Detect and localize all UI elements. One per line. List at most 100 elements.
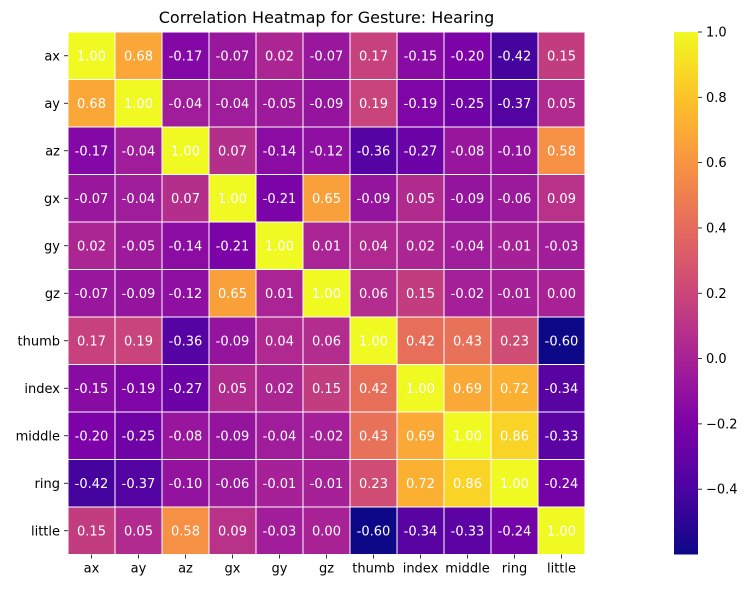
heatmap-cell (349, 174, 398, 223)
heatmap-cell (208, 316, 257, 365)
cell-value-label: -0.07 (75, 287, 109, 302)
cell-value-label: -0.04 (122, 144, 156, 159)
heatmap-cell (396, 411, 445, 460)
cell-value-label: 1.00 (77, 49, 106, 64)
cell-value-label: 0.69 (453, 382, 482, 397)
heatmap-cell (67, 79, 116, 128)
cell-value-label: 1.00 (406, 382, 435, 397)
heatmap-cell (490, 316, 539, 365)
colorbar-tick-label: 0.4 (706, 221, 727, 236)
heatmap-cell (490, 31, 539, 80)
heatmap-cell (396, 316, 445, 365)
cell-value-label: -0.10 (169, 477, 203, 492)
heatmap-cell (255, 79, 304, 128)
heatmap-cell (537, 506, 586, 555)
heatmap-cell (67, 411, 116, 460)
heatmap-cell (208, 269, 257, 318)
heatmap-cell (490, 221, 539, 270)
x-tick-label: little (547, 562, 576, 577)
cell-value-label: 0.02 (265, 49, 294, 64)
x-tick-label: ax (84, 562, 100, 577)
cell-value-label: -0.01 (498, 239, 532, 254)
cell-value-label: -0.04 (451, 239, 485, 254)
cell-value-label: -0.33 (451, 524, 485, 539)
heatmap-cell (302, 174, 351, 223)
cell-value-label: -0.09 (122, 287, 156, 302)
cell-value-label: 0.15 (312, 382, 341, 397)
heatmap-cell (443, 221, 492, 270)
cell-value-label: -0.10 (498, 144, 532, 159)
cell-value-label: -0.42 (75, 477, 109, 492)
cell-value-label: -0.09 (310, 97, 344, 112)
y-tick-label: ay (44, 97, 60, 112)
cell-value-label: -0.07 (75, 192, 109, 207)
cell-value-label: 0.17 (359, 49, 388, 64)
cell-value-label: -0.14 (169, 239, 203, 254)
cell-value-label: 0.02 (265, 382, 294, 397)
cell-value-label: -0.12 (310, 144, 344, 159)
cell-value-label: 0.06 (359, 287, 388, 302)
heatmap-cell (67, 126, 116, 175)
heatmap-cell (490, 174, 539, 223)
heatmap-cell (396, 459, 445, 508)
cell-value-label: -0.17 (75, 144, 109, 159)
x-tick-label: gz (319, 562, 334, 577)
cell-value-label: 0.68 (124, 49, 153, 64)
heatmap-cell (255, 221, 304, 270)
heatmap-cell (349, 126, 398, 175)
heatmap-cell (302, 316, 351, 365)
cell-value-label: -0.20 (451, 49, 485, 64)
cell-value-label: 0.65 (218, 287, 247, 302)
heatmap-cell (67, 364, 116, 413)
colorbar-tick-label: 0.0 (706, 352, 727, 367)
heatmap-cell (537, 174, 586, 223)
cell-value-label: -0.15 (404, 49, 438, 64)
cell-value-label: -0.19 (404, 97, 438, 112)
cell-value-label: 0.00 (547, 287, 576, 302)
heatmap-cell (255, 364, 304, 413)
heatmap-cell (396, 79, 445, 128)
cell-value-label: 0.72 (406, 477, 435, 492)
cell-value-label: 0.09 (547, 192, 576, 207)
cell-value-label: 0.02 (77, 239, 106, 254)
x-tick-label: ring (502, 562, 527, 577)
cell-value-label: -0.27 (169, 382, 203, 397)
heatmap-cell (161, 459, 210, 508)
cell-value-label: -0.12 (169, 287, 203, 302)
chart-title: Correlation Heatmap for Gesture: Hearing (159, 8, 495, 27)
cell-value-label: -0.07 (310, 49, 344, 64)
y-tick-label: index (24, 382, 60, 397)
cell-value-label: -0.05 (263, 97, 297, 112)
cell-value-label: -0.21 (263, 192, 297, 207)
heatmap-cell (67, 31, 116, 80)
cell-value-label: 0.17 (77, 334, 106, 349)
heatmap-cell (161, 506, 210, 555)
cell-value-label: -0.15 (75, 382, 109, 397)
cell-value-label: 1.00 (312, 287, 341, 302)
cell-value-label: -0.20 (75, 429, 109, 444)
heatmap-cell (443, 506, 492, 555)
heatmap-cell (161, 174, 210, 223)
cell-value-label: -0.08 (169, 429, 203, 444)
heatmap-cell (490, 411, 539, 460)
heatmap-cell (443, 79, 492, 128)
heatmap-cell (537, 126, 586, 175)
cell-value-label: 1.00 (453, 429, 482, 444)
cell-value-label: 0.72 (500, 382, 529, 397)
cell-value-label: -0.01 (310, 477, 344, 492)
heatmap-cell (208, 174, 257, 223)
cell-value-label: 0.43 (359, 429, 388, 444)
y-tick-label: az (45, 144, 60, 159)
x-tick-label: index (403, 562, 439, 577)
cell-value-label: 0.05 (547, 97, 576, 112)
heatmap-cell (161, 31, 210, 80)
heatmap-cell (537, 269, 586, 318)
cell-value-label: 0.02 (406, 239, 435, 254)
cell-value-label: 1.00 (124, 97, 153, 112)
colorbar-tick-label: 0.2 (706, 287, 727, 302)
heatmap-cell (490, 79, 539, 128)
cell-value-label: 0.01 (312, 239, 341, 254)
heatmap-cell (302, 31, 351, 80)
cell-value-label: 0.19 (124, 334, 153, 349)
y-tick-label: middle (16, 429, 60, 444)
